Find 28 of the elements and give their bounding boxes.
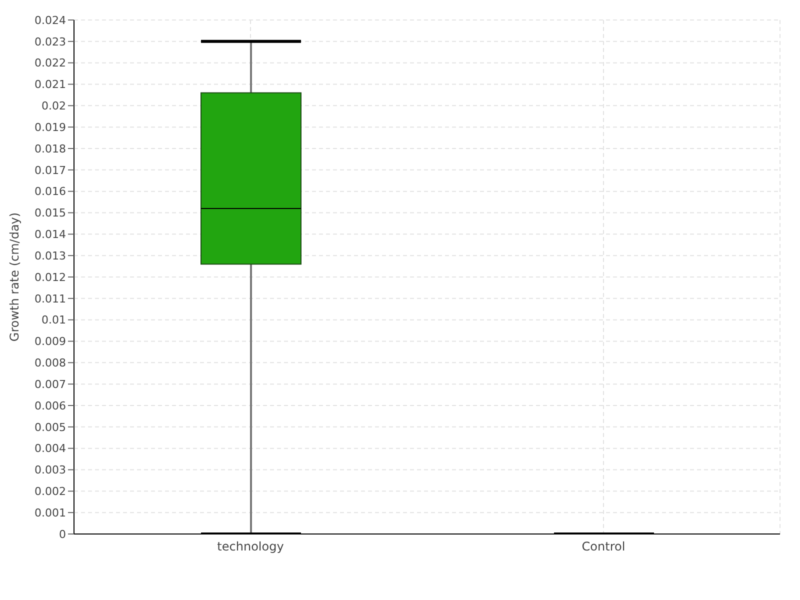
y-tick-label: 0.024 [34,14,66,27]
y-tick-label: 0.021 [34,78,66,92]
y-tick-label: 0.008 [34,356,66,370]
y-axis-title: Growth rate (cm/day) [7,212,22,342]
y-tick-label: 0.005 [34,420,66,434]
y-tick-label: 0.011 [34,292,66,306]
y-tick-label: 0.009 [34,335,66,348]
y-tick-label: 0.023 [34,35,66,48]
y-tick-label: 0 [59,528,66,541]
y-tick-label: 0.003 [34,464,66,477]
y-tick-label: 0.006 [34,399,66,412]
y-tick-label: 0.022 [34,56,66,70]
y-tick-label: 0.016 [34,185,66,198]
x-tick-label: technology [217,540,284,554]
y-tick-label: 0.013 [34,249,66,262]
y-tick-label: 0.01 [42,314,66,327]
y-tick-label: 0.012 [34,270,66,284]
y-tick-label: 0.004 [34,442,66,456]
y-tick-label: 0.019 [34,120,66,134]
y-tick-label: 0.017 [34,164,66,177]
x-tick-label: Control [582,540,626,554]
y-tick-label: 0.014 [34,228,66,242]
y-tick-label: 0.001 [34,506,66,520]
y-tick-label: 0.018 [34,142,66,156]
y-tick-label: 0.015 [34,206,66,220]
y-tick-label: 0.007 [34,378,66,391]
y-tick-label: 0.02 [42,100,66,113]
y-tick-label: 0.002 [34,485,66,498]
